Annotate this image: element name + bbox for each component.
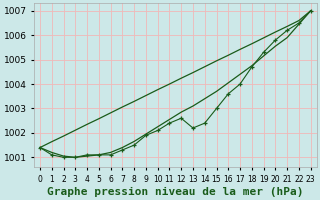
X-axis label: Graphe pression niveau de la mer (hPa): Graphe pression niveau de la mer (hPa) <box>47 186 304 197</box>
